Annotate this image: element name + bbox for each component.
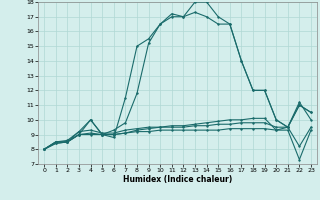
X-axis label: Humidex (Indice chaleur): Humidex (Indice chaleur) [123,175,232,184]
